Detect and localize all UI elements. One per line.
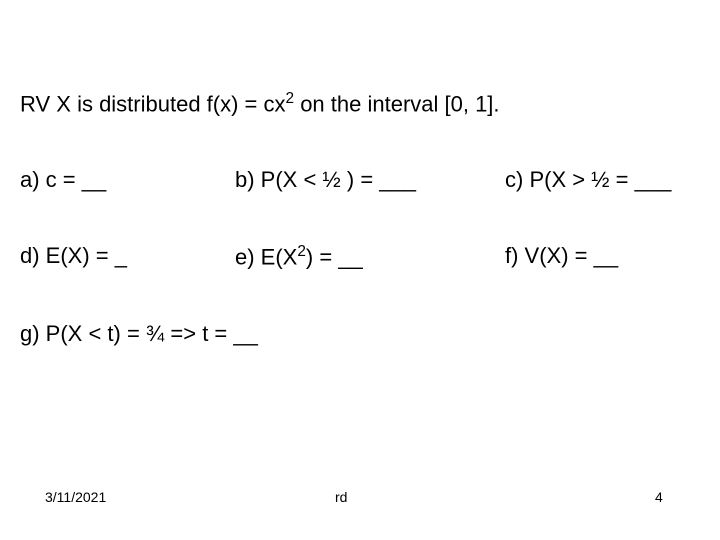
row-1: a) c = __ b) P(X < ½ ) = ___ c) P(X > ½ … <box>20 167 700 193</box>
item-f: f) V(X) = __ <box>505 243 700 270</box>
footer-page-number: 4 <box>655 489 663 505</box>
title-superscript: 2 <box>286 90 295 107</box>
item-e-post: ) = __ <box>306 245 363 270</box>
title-text-pre: RV X is distributed f(x) = cx <box>20 91 286 116</box>
item-d: d) E(X) = _ <box>20 243 235 270</box>
slide-footer: 3/11/2021 rd 4 <box>0 489 720 505</box>
item-a: a) c = __ <box>20 167 235 193</box>
item-e-pre: e) E(X <box>235 245 297 270</box>
row-2: d) E(X) = _ e) E(X2) = __ f) V(X) = __ <box>20 243 700 270</box>
item-c: c) P(X > ½ = ___ <box>505 167 700 193</box>
item-b: b) P(X < ½ ) = ___ <box>235 167 505 193</box>
footer-center: rd <box>335 489 655 505</box>
footer-date: 3/11/2021 <box>45 489 335 505</box>
row-3: g) P(X < t) = ¾ => t = __ <box>20 321 700 347</box>
title-text-post: on the interval [0, 1]. <box>294 91 499 116</box>
item-g: g) P(X < t) = ¾ => t = __ <box>20 321 258 347</box>
item-e: e) E(X2) = __ <box>235 243 505 270</box>
problem-statement: RV X is distributed f(x) = cx2 on the in… <box>20 90 700 117</box>
item-e-sup: 2 <box>297 243 306 260</box>
